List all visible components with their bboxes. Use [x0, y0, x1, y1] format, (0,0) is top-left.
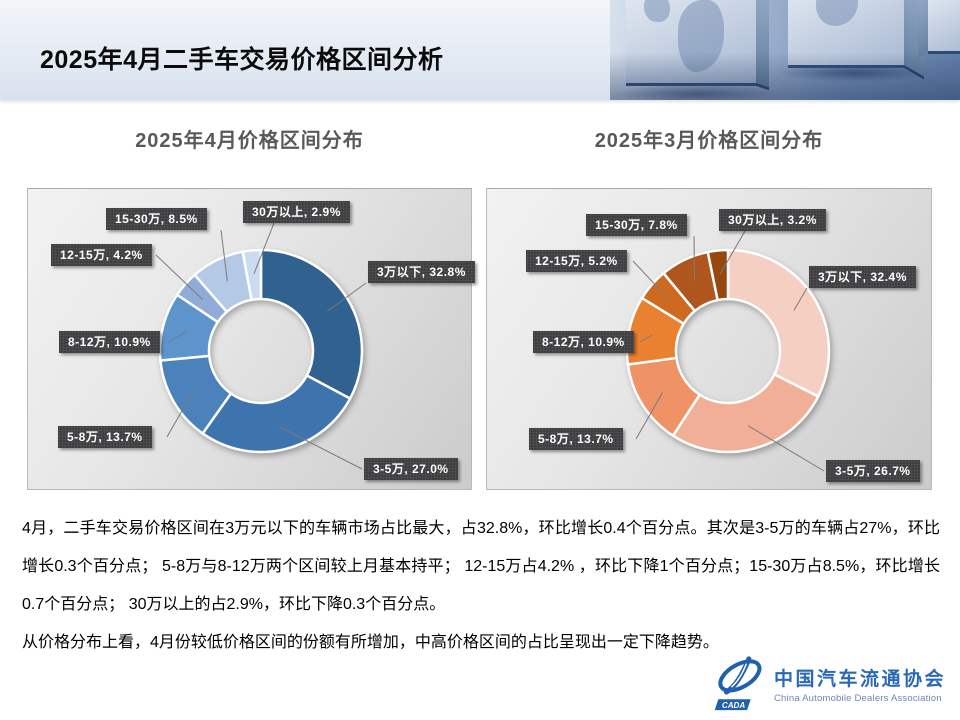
- analysis-paragraph-1: 4月，二手车交易价格区间在3万元以下的车辆市场占比最大，占32.8%，环比增长0…: [22, 520, 940, 613]
- leader-line: [166, 389, 195, 438]
- cada-logo-icon: CADA: [714, 656, 762, 711]
- slice-label-5-8万: 5-8万, 13.7%: [529, 428, 623, 450]
- leader-line: [327, 282, 367, 312]
- header-cubes-art: [610, 0, 960, 100]
- donut-chart-april: 3万以下, 32.8% 3-5万, 27.0% 5-8万, 13.7% 8-12万, …: [27, 188, 475, 490]
- logo-en-text: China Automobile Dealers Association: [773, 693, 942, 704]
- slice-label-3万以下: 3万以下, 32.8%: [368, 261, 475, 283]
- chart-title-march: 2025年3月价格区间分布: [594, 130, 824, 152]
- donut-chart-march: 3万以下, 32.4% 3-5万, 26.7% 5-8万, 13.7% 8-12万, …: [486, 188, 932, 490]
- leader-line: [278, 425, 363, 470]
- cada-logo: CADA 中国汽车流通协会 China Automobile Dealers A…: [712, 656, 946, 712]
- leader-line: [747, 425, 825, 472]
- logo-text: 中国汽车流通协会 China Automobile Dealers Associ…: [774, 664, 946, 704]
- slice-label-30万以上: 30万以上, 2.9%: [243, 201, 350, 223]
- cube-graphic: [918, 0, 960, 59]
- cube-floor: [610, 52, 960, 100]
- leader-line: [639, 334, 653, 343]
- slice-label-3-5万: 3-5万, 26.7%: [826, 460, 920, 482]
- slice-3-5万: [671, 373, 820, 454]
- slice-label-3万以下: 3万以下, 32.4%: [809, 266, 916, 288]
- slice-label-15-30万: 15-30万, 7.8%: [586, 214, 687, 236]
- slice-label-12-15万: 12-15万, 5.2%: [526, 250, 627, 272]
- donut-svg-march: [625, 230, 831, 472]
- analysis-text-block: 4月，二手车交易价格区间在3万元以下的车辆市场占比最大，占32.8%，环比增长0…: [22, 510, 940, 662]
- slice-3万以下: [259, 248, 364, 400]
- slice-label-15-30万: 15-30万, 8.5%: [106, 208, 207, 230]
- leader-line: [693, 235, 696, 282]
- slice-label-8-12万: 8-12万, 10.9%: [59, 331, 160, 353]
- slice-30万以上: [706, 248, 730, 302]
- slice-label-8-12万: 8-12万, 10.9%: [533, 331, 634, 353]
- slice-label-30万以上: 30万以上, 3.2%: [719, 209, 826, 231]
- donut-svg-april: [155, 222, 367, 470]
- leader-line: [167, 331, 187, 343]
- slice-label-3-5万: 3-5万, 27.0%: [364, 458, 458, 480]
- logo-cn-text: 中国汽车流通协会: [773, 669, 946, 690]
- slice-3万以下: [726, 248, 831, 398]
- leader-line: [155, 254, 204, 301]
- leader-line: [635, 392, 663, 440]
- leader-line: [632, 260, 670, 301]
- slice-label-12-15万: 12-15万, 4.2%: [51, 244, 152, 266]
- leader-line: [220, 229, 228, 282]
- chart-title-april: 2025年4月价格区间分布: [135, 130, 364, 152]
- leader-line: [793, 287, 808, 311]
- analysis-paragraph-2: 从价格分布上看，4月份较低价格区间的份额有所增加，中高价格区间的占比呈现出一定下…: [22, 634, 719, 651]
- leader-line: [719, 230, 746, 275]
- slice-label-5-8万: 5-8万, 13.7%: [58, 426, 152, 448]
- slice-30万以上: [241, 248, 263, 302]
- page-title: 2025年4月二手车交易价格区间分析: [40, 46, 444, 74]
- slide-header: 2025年4月二手车交易价格区间分析: [0, 0, 960, 100]
- slice-3-5万: [201, 374, 352, 454]
- leader-line: [253, 222, 275, 275]
- cada-acronym: CADA: [722, 701, 746, 710]
